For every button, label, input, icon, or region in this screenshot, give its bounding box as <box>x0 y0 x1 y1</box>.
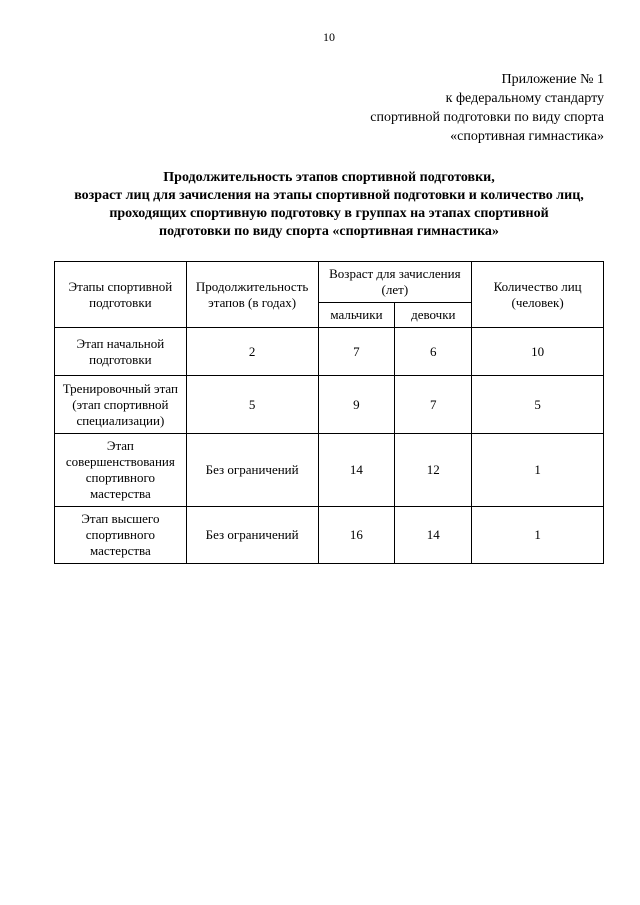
cell-boys: 9 <box>318 376 395 434</box>
cell-count: 1 <box>472 507 604 564</box>
appendix-block: Приложение № 1 к федеральному стандарту … <box>54 71 604 147</box>
cell-count: 5 <box>472 376 604 434</box>
header-count: Количество лиц (человек) <box>472 262 604 328</box>
cell-boys: 16 <box>318 507 395 564</box>
training-stages-table: Этапы спортивной подготовки Продолжитель… <box>54 261 604 564</box>
cell-boys: 14 <box>318 434 395 507</box>
cell-duration: Без ограничений <box>186 434 318 507</box>
table-row: Этап высшего спортивного мастерства Без … <box>55 507 604 564</box>
cell-duration: 2 <box>186 328 318 376</box>
appendix-line: к федеральному стандарту <box>54 90 604 109</box>
cell-count: 1 <box>472 434 604 507</box>
appendix-line: Приложение № 1 <box>54 71 604 90</box>
cell-girls: 12 <box>395 434 472 507</box>
title-line: проходящих спортивную подготовку в групп… <box>58 205 600 223</box>
document-title: Продолжительность этапов спортивной подг… <box>54 169 604 242</box>
appendix-line: спортивной подготовки по виду спорта <box>54 109 604 128</box>
cell-stage: Этап совершенствования спортивного масте… <box>55 434 187 507</box>
cell-girls: 6 <box>395 328 472 376</box>
table-row: Тренировочный этап (этап спортивной спец… <box>55 376 604 434</box>
cell-stage: Этап высшего спортивного мастерства <box>55 507 187 564</box>
header-duration: Продолжительность этапов (в годах) <box>186 262 318 328</box>
cell-stage: Этап начальной подготовки <box>55 328 187 376</box>
header-age-group: Возраст для зачисления (лет) <box>318 262 472 303</box>
title-line: возраст лиц для зачисления на этапы спор… <box>58 187 600 205</box>
cell-girls: 7 <box>395 376 472 434</box>
page-number: 10 <box>54 30 604 45</box>
cell-duration: Без ограничений <box>186 507 318 564</box>
cell-stage: Тренировочный этап (этап спортивной спец… <box>55 376 187 434</box>
cell-count: 10 <box>472 328 604 376</box>
cell-boys: 7 <box>318 328 395 376</box>
header-girls: девочки <box>395 303 472 328</box>
title-line: подготовки по виду спорта «спортивная ги… <box>58 223 600 241</box>
table-row: Этап начальной подготовки 2 7 6 10 <box>55 328 604 376</box>
cell-duration: 5 <box>186 376 318 434</box>
header-boys: мальчики <box>318 303 395 328</box>
table-header-row: Этапы спортивной подготовки Продолжитель… <box>55 262 604 303</box>
header-stage: Этапы спортивной подготовки <box>55 262 187 328</box>
appendix-line: «спортивная гимнастика» <box>54 128 604 147</box>
cell-girls: 14 <box>395 507 472 564</box>
table-row: Этап совершенствования спортивного масте… <box>55 434 604 507</box>
title-line: Продолжительность этапов спортивной подг… <box>58 169 600 187</box>
